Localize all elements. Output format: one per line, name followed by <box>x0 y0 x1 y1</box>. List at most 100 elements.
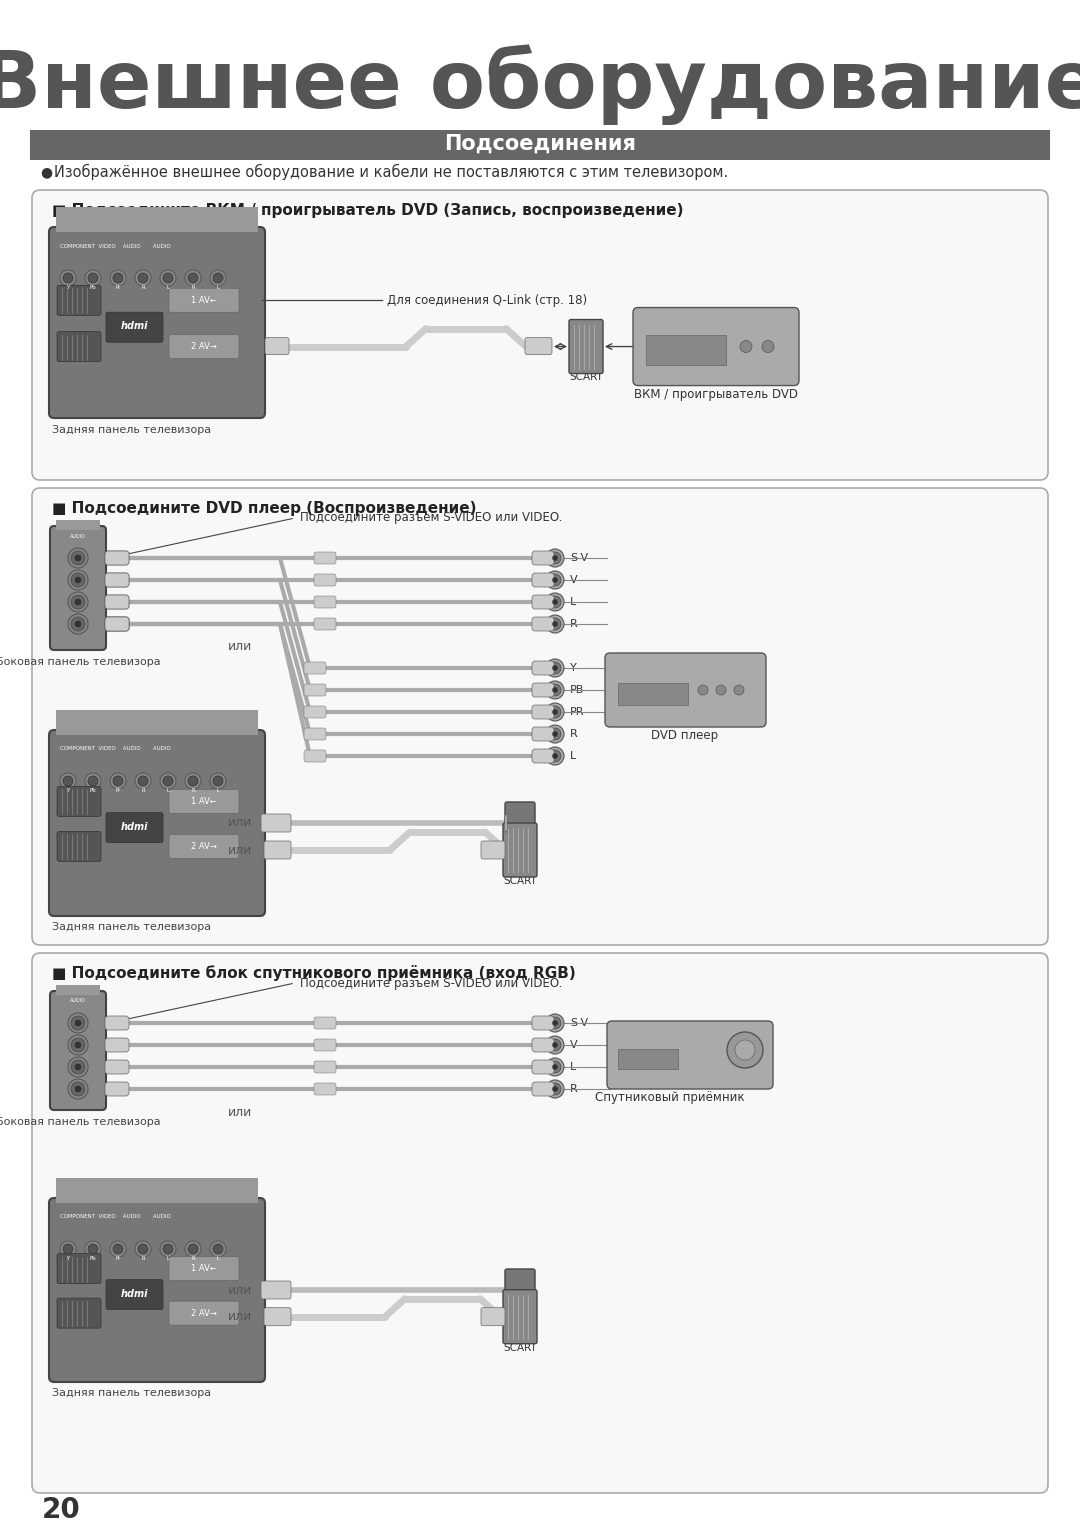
Text: или: или <box>228 1284 252 1296</box>
Circle shape <box>68 592 87 612</box>
Circle shape <box>549 1083 561 1095</box>
FancyBboxPatch shape <box>105 1060 129 1073</box>
FancyBboxPatch shape <box>314 1083 336 1095</box>
Circle shape <box>71 1083 85 1096</box>
Text: HDMI: HDMI <box>505 1310 535 1319</box>
Text: Боковая панель телевизора: Боковая панель телевизора <box>0 657 160 667</box>
Text: Y: Y <box>570 663 577 673</box>
Circle shape <box>546 1058 564 1077</box>
Circle shape <box>75 554 81 560</box>
Circle shape <box>75 1064 81 1070</box>
Text: R: R <box>141 286 145 290</box>
Circle shape <box>138 776 148 786</box>
FancyBboxPatch shape <box>303 705 326 718</box>
Text: Изображённое внешнее оборудование и кабели не поставляются с этим телевизором.: Изображённое внешнее оборудование и кабе… <box>54 163 728 180</box>
FancyBboxPatch shape <box>57 1298 102 1328</box>
FancyBboxPatch shape <box>105 551 129 565</box>
Text: L: L <box>166 286 170 290</box>
Circle shape <box>546 725 564 744</box>
FancyBboxPatch shape <box>168 789 239 814</box>
FancyBboxPatch shape <box>32 189 1048 479</box>
FancyBboxPatch shape <box>57 286 102 315</box>
Text: 1 AV←: 1 AV← <box>191 296 217 305</box>
Circle shape <box>546 660 564 676</box>
FancyBboxPatch shape <box>106 812 163 843</box>
Circle shape <box>549 728 561 741</box>
Circle shape <box>553 731 557 736</box>
Circle shape <box>553 710 557 715</box>
Text: Y: Y <box>66 788 69 793</box>
Circle shape <box>71 1038 85 1052</box>
FancyBboxPatch shape <box>105 573 129 586</box>
FancyBboxPatch shape <box>105 551 129 565</box>
Text: Задняя панель телевизора: Задняя панель телевизора <box>52 1388 211 1399</box>
FancyBboxPatch shape <box>532 705 554 719</box>
FancyBboxPatch shape <box>569 319 603 374</box>
FancyBboxPatch shape <box>32 953 1048 1493</box>
Circle shape <box>549 618 561 631</box>
Text: Подсоединения: Подсоединения <box>444 134 636 154</box>
Circle shape <box>546 571 564 589</box>
Circle shape <box>85 270 102 286</box>
FancyBboxPatch shape <box>261 1281 291 1299</box>
Circle shape <box>75 1020 81 1026</box>
FancyBboxPatch shape <box>505 802 535 844</box>
Text: Внешнее оборудование: Внешнее оборудование <box>0 44 1080 125</box>
Circle shape <box>71 1015 85 1031</box>
Text: или: или <box>228 640 252 652</box>
Text: HDMI: HDMI <box>505 843 535 854</box>
Circle shape <box>735 1040 755 1060</box>
Text: DVD плеер: DVD плеер <box>651 728 718 742</box>
FancyBboxPatch shape <box>532 683 554 696</box>
Circle shape <box>113 776 123 786</box>
Circle shape <box>71 551 85 565</box>
Circle shape <box>163 273 173 282</box>
Circle shape <box>553 600 557 605</box>
FancyBboxPatch shape <box>105 596 129 609</box>
FancyBboxPatch shape <box>106 1280 163 1310</box>
Circle shape <box>213 776 222 786</box>
FancyBboxPatch shape <box>105 617 129 631</box>
Text: Для соединения Q-Link (стр. 18): Для соединения Q-Link (стр. 18) <box>387 293 588 307</box>
Text: PB: PB <box>570 686 584 695</box>
Text: COMPONENT  VIDEO    AUDIO       AUDIO: COMPONENT VIDEO AUDIO AUDIO <box>60 243 171 249</box>
Circle shape <box>68 1035 87 1055</box>
Text: L: L <box>570 751 577 760</box>
Text: 20: 20 <box>42 1496 81 1524</box>
Circle shape <box>87 776 98 786</box>
Circle shape <box>160 270 176 286</box>
Circle shape <box>113 1245 123 1254</box>
FancyBboxPatch shape <box>314 551 336 563</box>
FancyBboxPatch shape <box>532 617 554 631</box>
FancyBboxPatch shape <box>303 750 326 762</box>
FancyBboxPatch shape <box>532 661 554 675</box>
Circle shape <box>60 773 76 789</box>
Circle shape <box>553 621 557 626</box>
Circle shape <box>75 1086 81 1092</box>
Circle shape <box>135 773 151 789</box>
Circle shape <box>63 1245 73 1254</box>
Circle shape <box>110 773 126 789</box>
FancyBboxPatch shape <box>168 1301 239 1325</box>
Circle shape <box>60 270 76 286</box>
Bar <box>618 1049 678 1069</box>
Text: L: L <box>166 788 170 793</box>
Text: SCART: SCART <box>569 371 603 382</box>
Text: 2 AV→: 2 AV→ <box>191 1309 217 1318</box>
Bar <box>56 208 258 232</box>
FancyBboxPatch shape <box>314 618 336 631</box>
Text: L: L <box>216 788 219 793</box>
Circle shape <box>553 687 557 693</box>
FancyBboxPatch shape <box>532 573 554 586</box>
Text: R: R <box>191 286 194 290</box>
Circle shape <box>727 1032 762 1067</box>
FancyBboxPatch shape <box>32 489 1048 945</box>
Text: AUDIO: AUDIO <box>70 533 86 539</box>
Circle shape <box>553 577 557 582</box>
FancyBboxPatch shape <box>57 331 102 362</box>
FancyBboxPatch shape <box>314 1038 336 1051</box>
Circle shape <box>138 273 148 282</box>
Circle shape <box>163 1245 173 1254</box>
FancyBboxPatch shape <box>105 1083 129 1096</box>
Text: Pb: Pb <box>90 1257 96 1261</box>
